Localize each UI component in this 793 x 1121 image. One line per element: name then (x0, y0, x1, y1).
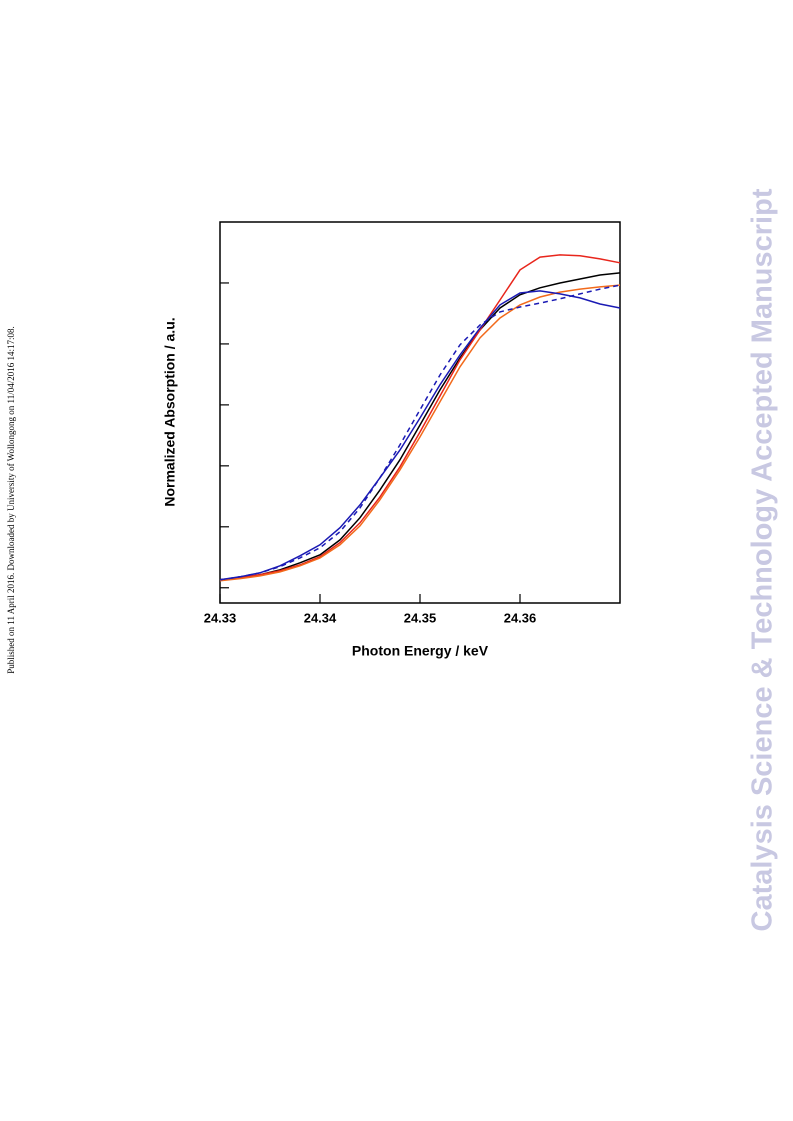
data-line (219, 284, 621, 581)
y-axis-label: Normalized Absorption / a.u. (162, 317, 178, 506)
x-tick-label: 24.35 (404, 610, 437, 625)
data-line (219, 254, 621, 581)
data-line (219, 272, 621, 581)
x-tick-label: 24.33 (204, 610, 237, 625)
data-line (219, 284, 621, 582)
side-note: Published on 11 April 2016. Downloaded b… (6, 326, 16, 673)
watermark: Catalysis Science & Technology Accepted … (747, 188, 779, 931)
x-tick-label: 24.34 (304, 610, 337, 625)
plot-frame (219, 221, 621, 604)
x-tick-label: 24.36 (504, 610, 537, 625)
data-line (219, 290, 621, 581)
x-axis-label: Photon Energy / keV (352, 643, 489, 659)
